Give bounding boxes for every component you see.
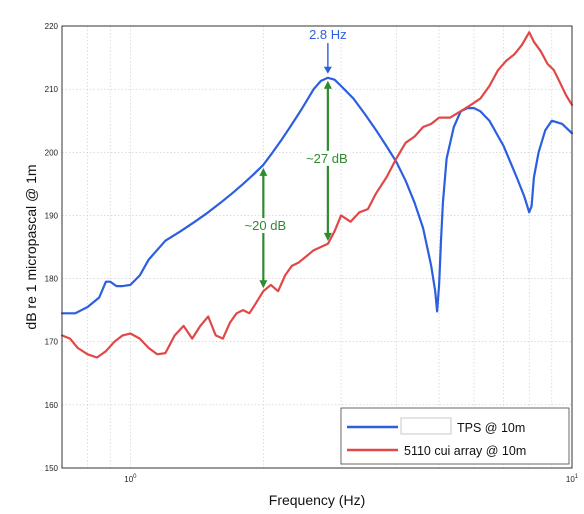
annotation-peak-frequency: 2.8 Hz xyxy=(309,27,347,42)
x-tick-label: 101 xyxy=(566,474,579,484)
plot-background xyxy=(62,26,572,468)
y-axis-label: dB re 1 micropascal @ 1m xyxy=(23,164,39,329)
annotation-20db-arrowhead-up xyxy=(259,167,268,176)
y-tick-label: 160 xyxy=(45,401,59,410)
legend-label-tps: TPS @ 10m xyxy=(457,421,525,435)
ticks: 150 160 170 180 190 200 210 220 100 101 xyxy=(45,22,579,484)
plot-frame xyxy=(61,25,573,469)
y-tick-label: 180 xyxy=(45,275,59,284)
series-layer xyxy=(60,31,574,359)
legend: TPS @ 10m 5110 cui array @ 10m xyxy=(340,407,570,465)
y-tick-label: 210 xyxy=(45,85,59,94)
annotation-20db-label-bg xyxy=(242,218,289,234)
series-line-tps xyxy=(60,76,574,315)
annotation-20db-label: ~20 dB xyxy=(245,218,287,233)
annotation-peak-arrowhead xyxy=(323,66,332,74)
annotation-20db-arrowhead-down xyxy=(259,280,268,289)
legend-redaction-box xyxy=(400,417,452,435)
y-tick-label: 200 xyxy=(45,148,59,157)
y-tick-label: 170 xyxy=(45,338,59,347)
x-tick-label: 100 xyxy=(124,474,137,484)
legend-label-5110: 5110 cui array @ 10m xyxy=(404,444,526,458)
annotation-27db-arrowhead-down xyxy=(323,232,332,241)
annotation-27db-label-bg xyxy=(303,150,350,166)
annotations: 2.8 Hz ~27 dB ~20 dB xyxy=(242,27,350,289)
x-axis-label: Frequency (Hz) xyxy=(269,492,365,508)
y-tick-label: 150 xyxy=(45,464,59,473)
annotation-27db-label: ~27 dB xyxy=(306,151,348,166)
y-tick-label: 220 xyxy=(45,22,59,31)
series-line-5110 xyxy=(60,31,574,359)
y-tick-label: 190 xyxy=(45,211,59,220)
legend-box xyxy=(340,407,570,465)
annotation-27db-arrowhead-up xyxy=(323,80,332,89)
